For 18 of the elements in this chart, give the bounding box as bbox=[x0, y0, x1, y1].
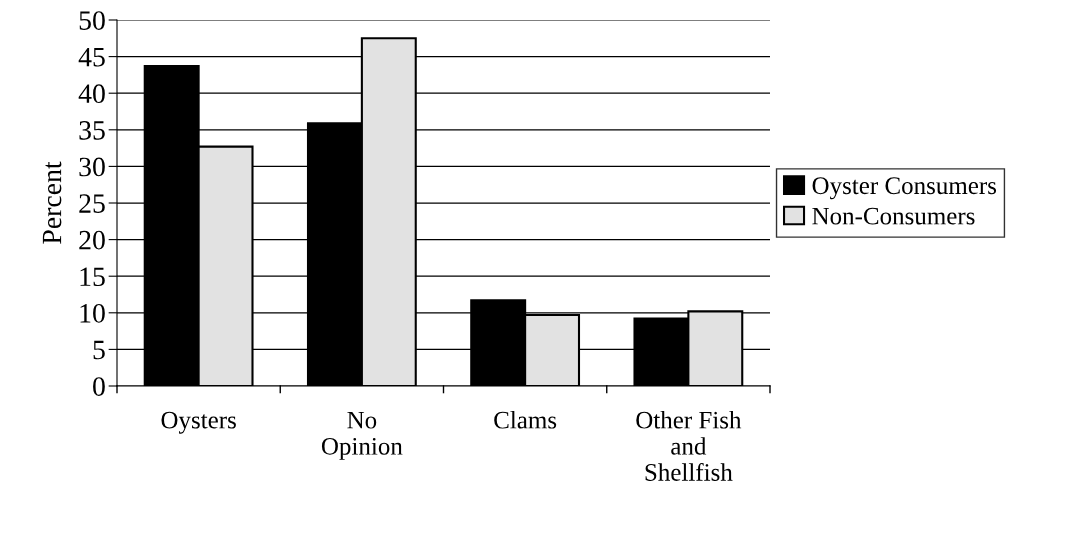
legend-label: Non-Consumers bbox=[812, 207, 975, 225]
y-tick-label: 10 bbox=[80, 303, 105, 323]
y-tick-label: 0 bbox=[93, 377, 105, 396]
y-axis-title: Percent bbox=[42, 161, 62, 244]
y-tick-label: 35 bbox=[79, 121, 105, 140]
y-tick-label: 45 bbox=[78, 47, 105, 67]
y-tick-label: 50 bbox=[79, 11, 105, 30]
y-tick-label: 25 bbox=[79, 194, 105, 213]
y-tick-label: 30 bbox=[79, 157, 105, 177]
y-tick-label: 15 bbox=[80, 267, 105, 287]
y-tick-label: 40 bbox=[78, 84, 105, 104]
x-tick-label: No Opinion bbox=[321, 411, 403, 460]
y-tick-label: 20 bbox=[79, 230, 105, 250]
y-tick-label: 5 bbox=[93, 340, 105, 360]
legend-label: Oyster Consumers bbox=[812, 177, 997, 200]
x-tick-label: Other Fish and Shellfish bbox=[636, 411, 742, 481]
x-tick-label: Oysters bbox=[161, 411, 236, 434]
x-tick-label: Clams bbox=[494, 411, 557, 429]
